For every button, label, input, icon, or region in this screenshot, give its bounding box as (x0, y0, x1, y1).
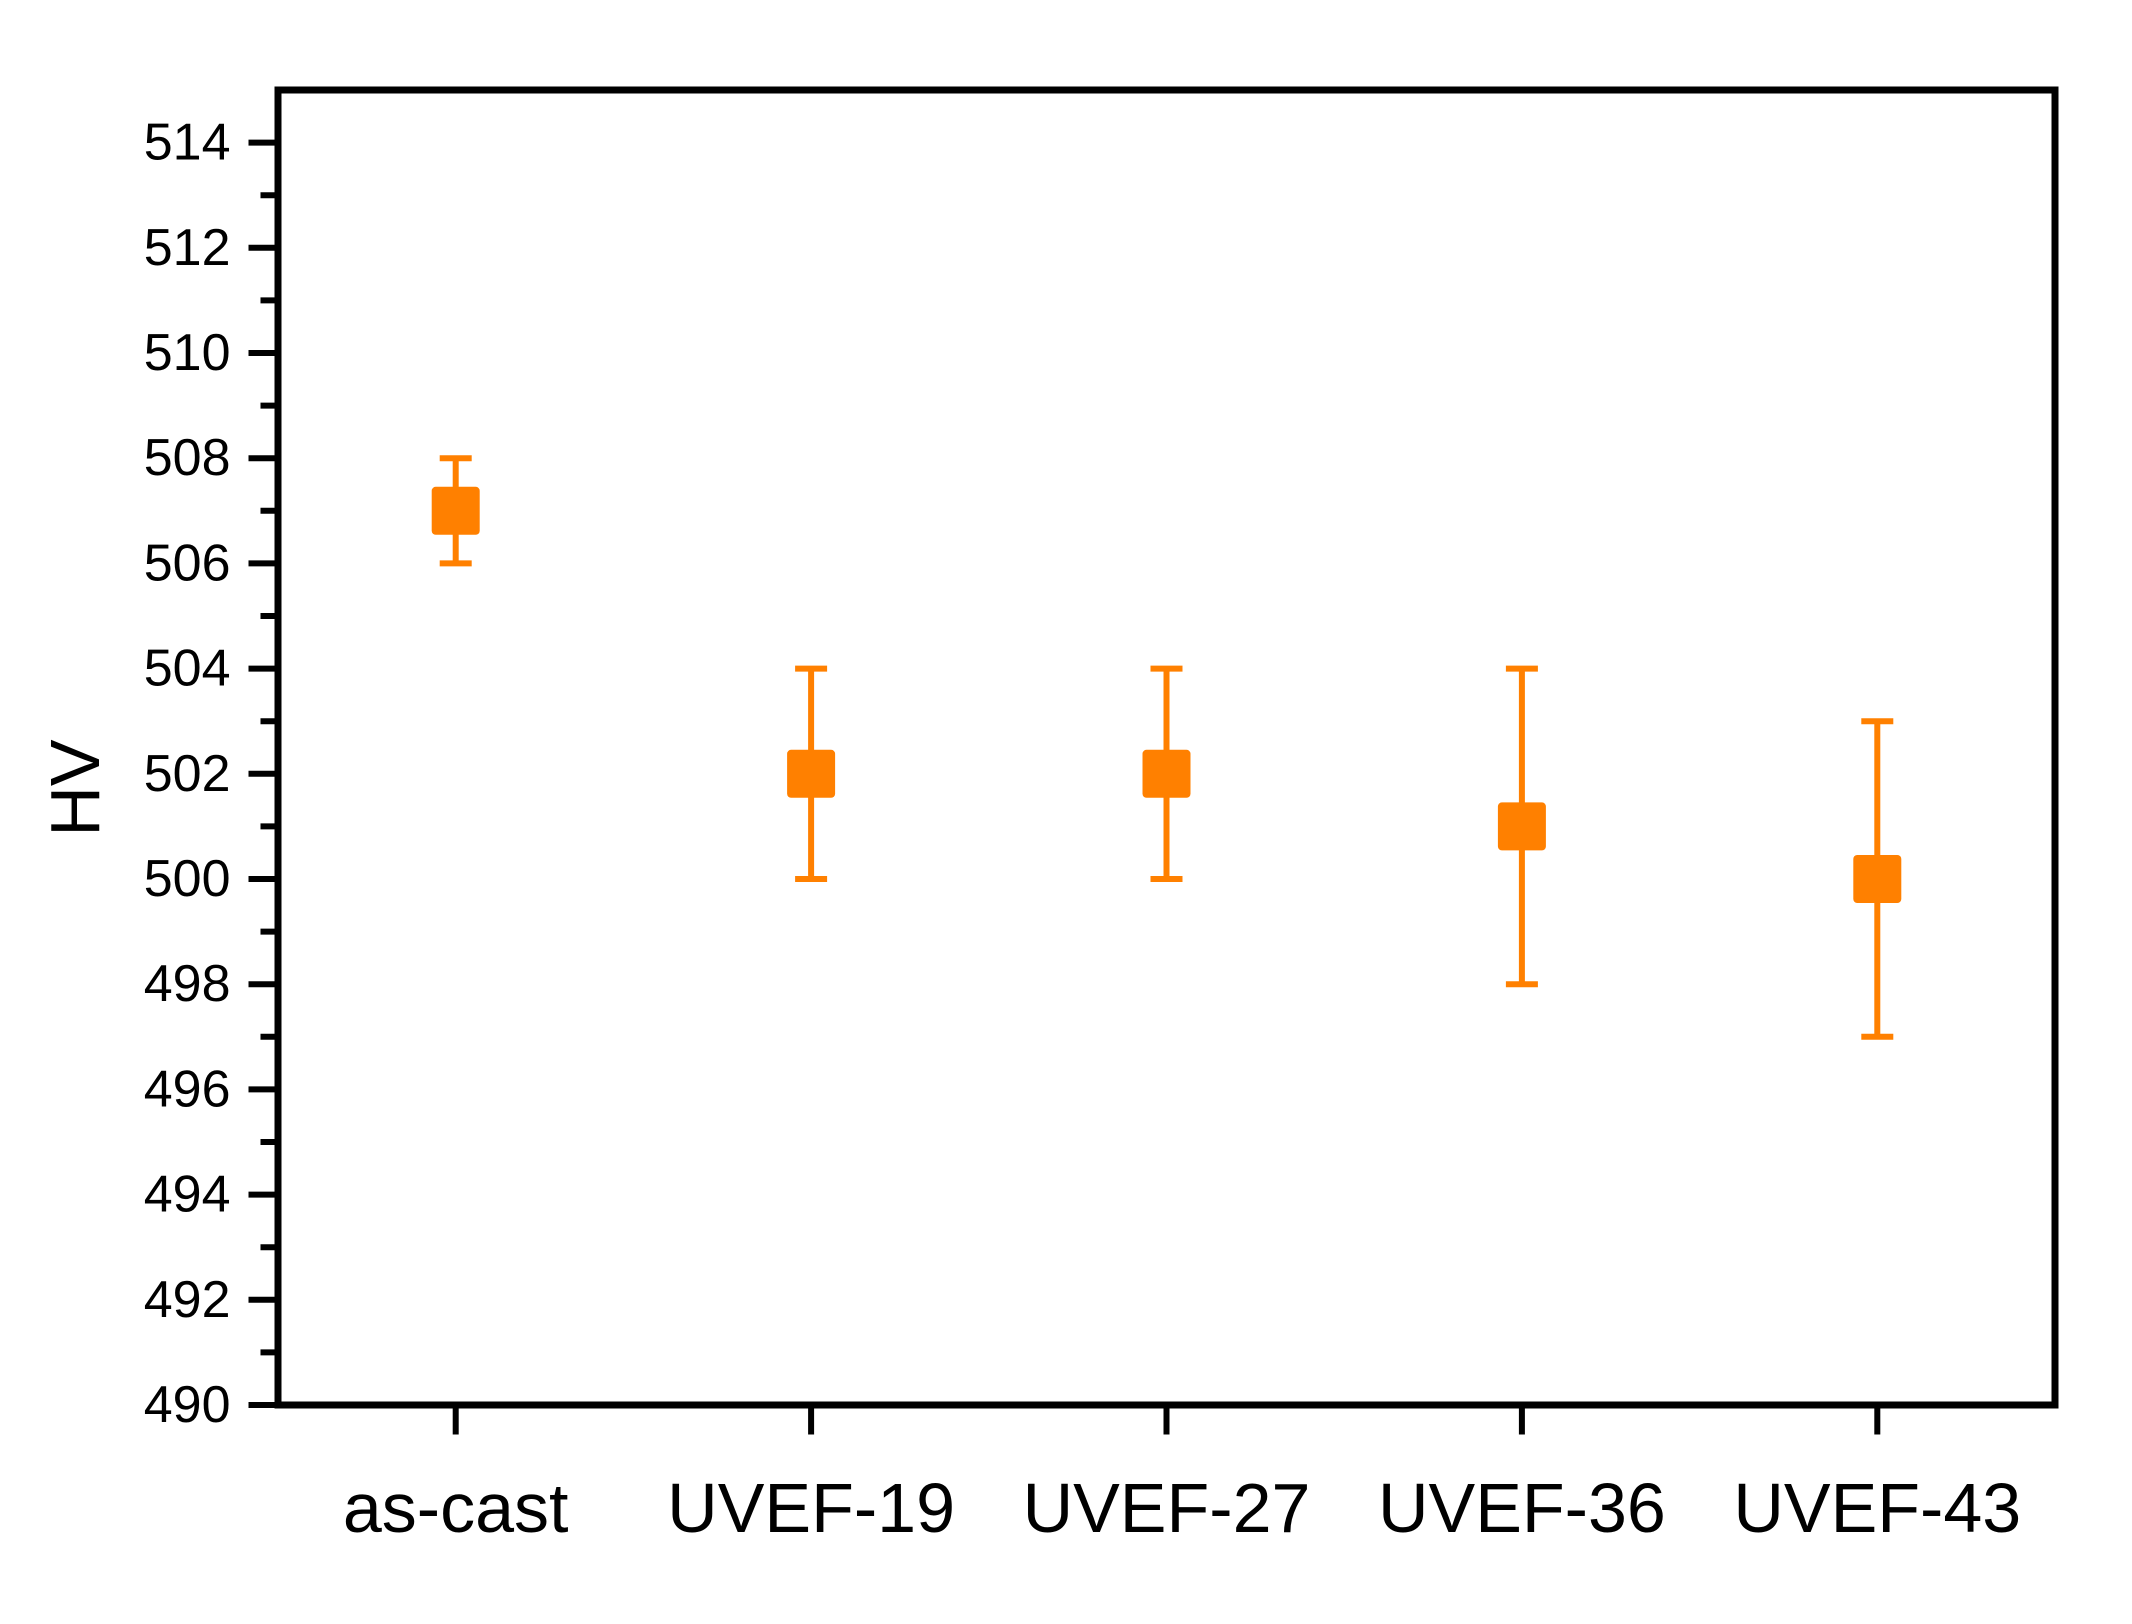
y-tick-label: 494 (144, 1166, 231, 1224)
y-tick-label: 492 (144, 1271, 231, 1329)
x-tick-label: UVEF-19 (667, 1469, 955, 1547)
y-tick-label: 514 (144, 114, 231, 172)
y-tick-label: 490 (144, 1376, 231, 1434)
y-tick-label: 498 (144, 955, 231, 1013)
y-tick-label: 512 (144, 219, 231, 277)
square-marker (787, 749, 836, 798)
x-tick-label: as-cast (343, 1469, 569, 1547)
data-point-UVEF-19 (787, 665, 836, 882)
x-tick-label: UVEF-43 (1733, 1469, 2021, 1547)
plot-border (274, 86, 2059, 1409)
square-marker (1142, 749, 1191, 798)
y-tick-label: 502 (144, 745, 231, 803)
y-tick-label: 506 (144, 534, 231, 592)
y-tick-label: 500 (144, 850, 231, 908)
y-tick-label: 508 (144, 429, 231, 487)
data-point-as-cast (431, 455, 480, 567)
x-tick-label: UVEF-27 (1023, 1469, 1311, 1547)
square-marker (1497, 802, 1546, 851)
data-point-UVEF-27 (1142, 665, 1191, 882)
y-tick-label: 510 (144, 324, 231, 382)
y-tick-label: 496 (144, 1060, 231, 1118)
x-tick-label: UVEF-36 (1378, 1469, 1666, 1547)
y-axis-label: HV (36, 739, 114, 837)
data-point-UVEF-36 (1497, 665, 1546, 988)
square-marker (431, 486, 480, 535)
y-tick-label: 504 (144, 640, 231, 698)
square-marker (1853, 855, 1902, 903)
data-point-UVEF-43 (1853, 718, 1902, 1040)
